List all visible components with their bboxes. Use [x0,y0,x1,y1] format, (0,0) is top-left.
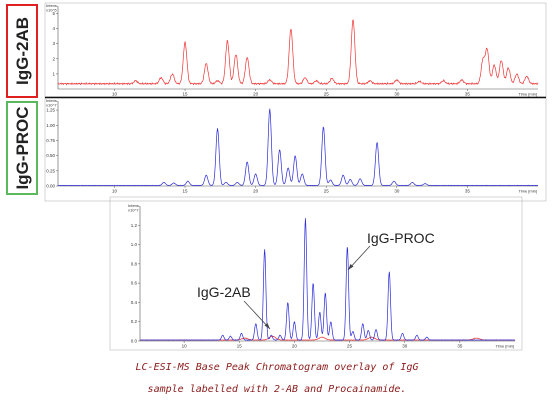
overlay-chart-x-tick-label: 35 [457,344,463,349]
mid-chart-x-tick-label: 25 [324,189,330,194]
overlay-chart-x-tick-label: 30 [402,344,408,349]
top-chart-x-tick-label: 35 [465,92,471,97]
top-chart-y-tick-label: 4 [52,26,55,31]
top-chart-x-tick-label: 15 [183,92,189,97]
overlay-chart-y-tick-label: 1.0 [131,242,138,247]
mid-chart-y-tick-label: 1.00 [46,123,55,128]
top-chart-y-unit: x10^5 [46,8,57,13]
overlay-chart-y-tick-label: 0.8 [131,261,138,266]
overlay-label-2ab: IgG-2AB [197,284,251,300]
overlay-chart-y-tick-label: 0.4 [131,300,138,305]
mid-chart-series-line [57,108,539,186]
top-chart-y-label: Intens. [46,3,58,8]
overlay-chart-y-label: Intens. [128,203,140,208]
top-chart-x-label: Time [min] [518,92,537,97]
mid-panel-label-text: IgG-PROC [13,106,32,189]
mid-chart-x-tick-label: 20 [253,189,259,194]
overlay-label-proc: IgG-PROC [367,230,435,246]
mid-panel-label-box [6,101,38,195]
mid-chart: 10 15 20 25 30 35 0.00 0.25 0.50 0.75 1.00 1.25 Inte… [46,98,539,194]
caption-line-1: LC-ESI-MS Base Peak Chromatogram overlay… [135,362,419,373]
top-chart-x-tick-label: 10 [112,92,118,97]
overlay-chart-y-tick-label: 1.2 [131,223,138,228]
overlay-chart-y-tick-label: 0.0 [131,339,138,344]
top-chart-frame [44,2,547,98]
overlay-chart-x-tick-label: 15 [237,344,243,349]
top-chart-x-tick-label: 30 [394,92,400,97]
overlay-chart-y-tick-label: 0.2 [131,319,138,324]
top-panel-label: IgG-2AB [6,4,38,98]
mid-chart-y-tick-label: 0.00 [46,184,55,189]
top-chart-y-tick-label: 5 [52,11,55,16]
overlay-chart-x-tick-label: 20 [292,344,298,349]
top-chart: 10 15 20 25 30 35 1 2 3 4 5 Intens.x10^5 Time [min] [46,3,539,97]
mid-chart-y-tick-label: 0.50 [46,153,55,158]
mid-chart-x-tick-label: 15 [183,189,189,194]
mid-chart-y-unit: x10^7 [46,103,57,108]
top-chart-x-tick-label: 20 [253,92,259,97]
overlay-series-proc-line [139,218,516,341]
top-chart-series-line [57,19,539,86]
top-chart-y-tick-label: 1 [52,71,55,76]
top-chart-y-tick-label: 3 [52,41,55,46]
overlay-arrow-2ab [243,300,271,330]
mid-panel-label: IgG-PROC [6,101,38,195]
mid-chart-x-label: Time [min] [518,189,537,194]
overlay-chart-y-tick-label: 0.6 [131,281,138,286]
top-chart-x-tick-label: 25 [324,92,330,97]
top-panel-label-text: IgG-2AB [13,17,32,85]
mid-chart-x-tick-label: 10 [112,189,118,194]
mid-chart-y-label: Intens. [46,98,58,103]
overlay-chart-y-unit: x10^7 [128,208,139,213]
overlay-chart: 10 15 20 25 30 35 0.0 0.2 0.4 0.6 0.8 1.0 1.2 Intens.… [128,203,516,349]
mid-chart-x-tick-label: 30 [394,189,400,194]
overlay-chart-x-tick-label: 25 [347,344,353,349]
mid-chart-y-tick-label: 0.75 [46,138,55,143]
top-chart-y-tick-label: 2 [52,56,55,61]
mid-chart-y-tick-label: 1.25 [46,108,55,113]
overlay-chart-x-tick-label: 10 [182,344,188,349]
caption-line-2: sample labelled with 2-AB and Procainami… [147,384,407,395]
overlay-chart-frame [109,196,523,351]
overlay-arrowhead-proc [348,264,354,270]
mid-chart-y-tick-label: 0.25 [46,168,55,173]
overlay-arrowhead-2ab [264,323,270,329]
overlay-chart-x-label: Time [min] [495,344,514,349]
top-panel-label-box [6,4,38,98]
mid-chart-x-tick-label: 35 [465,189,471,194]
